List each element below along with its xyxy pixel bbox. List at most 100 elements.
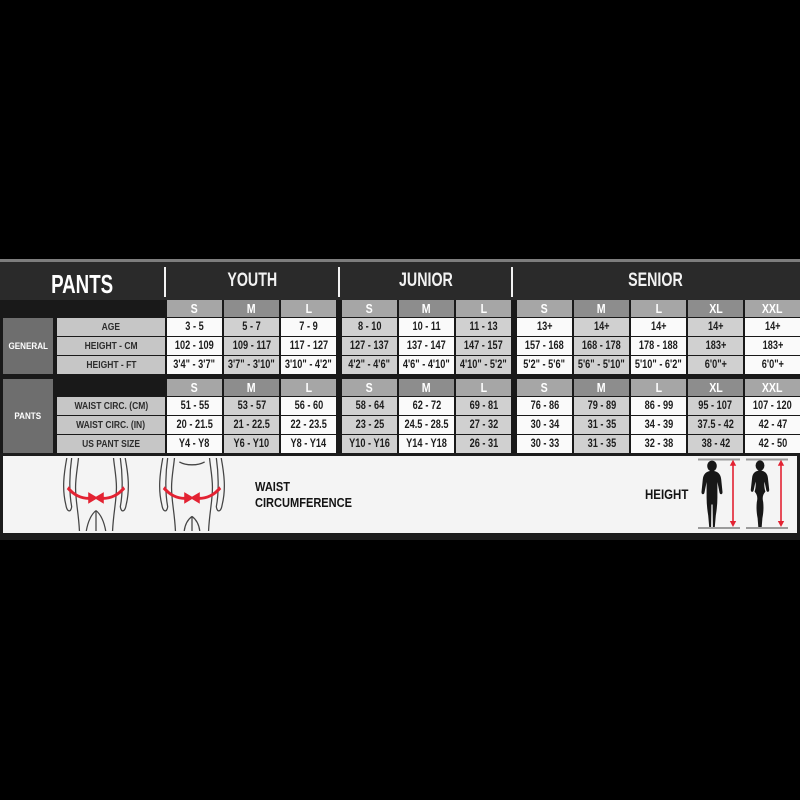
size-header-row: S M L S M L S M L XL XXL: [0, 300, 800, 317]
spacer: [338, 397, 340, 415]
spacer: [513, 435, 515, 453]
table-cell: 69 - 81: [456, 397, 511, 415]
table-cell: 6'0"+: [688, 356, 743, 374]
waist-figure-back-icon: [63, 458, 129, 531]
table-cell: 79 - 89: [574, 397, 629, 415]
table-cell: 8 - 10: [342, 318, 397, 336]
row-label: WAIST CIRC. (IN): [57, 416, 165, 434]
table-cell: 23 - 25: [342, 416, 397, 434]
size-header: M: [224, 300, 279, 317]
size-header: L: [281, 300, 336, 317]
group-divider: [511, 267, 513, 297]
size-header: S: [517, 300, 572, 317]
table-cell: 109 - 117: [224, 337, 279, 355]
table-cell: 37.5 - 42: [688, 416, 743, 434]
size-header-row: S M L S M L S M L XL XXL: [0, 379, 800, 396]
size-header: M: [399, 300, 454, 317]
table-cell: 6'0"+: [745, 356, 800, 374]
table-row-waist-in: WAIST CIRC. (IN) 20 - 21.5 21 - 22.5 22 …: [0, 416, 800, 434]
size-header: XL: [688, 379, 743, 396]
table-cell: 3'7" - 3'10": [224, 356, 279, 374]
size-header: XXL: [745, 379, 800, 396]
table-row-height-ft: HEIGHT - FT 3'4" - 3'7" 3'7" - 3'10" 3'1…: [0, 356, 800, 374]
table-row-height-cm: HEIGHT - CM 102 - 109 109 - 117 117 - 12…: [0, 337, 800, 355]
row-label: HEIGHT - FT: [57, 356, 165, 374]
chart-title-text: PANTS: [51, 268, 114, 299]
table-cell: 13+: [517, 318, 572, 336]
spacer: [513, 356, 515, 374]
row-label: US PANT SIZE: [57, 435, 165, 453]
table-cell: 4'10" - 5'2": [456, 356, 511, 374]
spacer: [338, 337, 340, 355]
spacer: [513, 397, 515, 415]
waist-arrow-icon: [66, 486, 126, 504]
size-header: S: [167, 379, 222, 396]
table-cell: 178 - 188: [631, 337, 686, 355]
measurement-guide-band: WAIST CIRCUMFERENCE HEIGHT: [3, 456, 797, 533]
spacer: [338, 416, 340, 434]
table-cell: 34 - 39: [631, 416, 686, 434]
size-header: S: [167, 300, 222, 317]
table-cell: 183+: [745, 337, 800, 355]
spacer: [338, 318, 340, 336]
table-cell: 62 - 72: [399, 397, 454, 415]
table-cell: 58 - 64: [342, 397, 397, 415]
table-cell: 4'6" - 4'10": [399, 356, 454, 374]
table-row-age: AGE 3 - 5 5 - 7 7 - 9 8 - 10 10 - 11 11 …: [0, 318, 800, 336]
group-header-junior: JUNIOR: [398, 270, 453, 291]
section-label-general: GENERAL: [3, 318, 53, 374]
row-label: WAIST CIRC. (CM): [57, 397, 165, 415]
size-header: XXL: [745, 300, 800, 317]
table-cell: 24.5 - 28.5: [399, 416, 454, 434]
size-header: L: [456, 300, 511, 317]
waist-figure-front-icon: [159, 458, 225, 531]
table-cell: 31 - 35: [574, 416, 629, 434]
table-cell: 3 - 5: [167, 318, 222, 336]
table-cell: 5'2" - 5'6": [517, 356, 572, 374]
row-label: AGE: [57, 318, 165, 336]
table-cell: Y14 - Y18: [399, 435, 454, 453]
group-header-youth: YOUTH: [227, 270, 277, 291]
table-cell: 147 - 157: [456, 337, 511, 355]
header-band: PANTS YOUTH JUNIOR SENIOR: [0, 262, 800, 300]
table-row-waist-cm: WAIST CIRC. (CM) 51 - 55 53 - 57 56 - 60…: [0, 397, 800, 415]
spacer: [513, 379, 515, 396]
table-cell: 3'4" - 3'7": [167, 356, 222, 374]
size-header: L: [631, 379, 686, 396]
size-header: S: [517, 379, 572, 396]
table-cell: 102 - 109: [167, 337, 222, 355]
table-cell: 27 - 32: [456, 416, 511, 434]
size-chart: PANTS YOUTH JUNIOR SENIOR S M L S M L S …: [0, 259, 800, 540]
table-cell: Y6 - Y10: [224, 435, 279, 453]
height-label: HEIGHT: [645, 487, 689, 502]
table-cell: 7 - 9: [281, 318, 336, 336]
table-cell: Y8 - Y14: [281, 435, 336, 453]
table-cell: 14+: [631, 318, 686, 336]
table-cell: 5'10" - 6'2": [631, 356, 686, 374]
table-cell: 11 - 13: [456, 318, 511, 336]
spacer: [338, 379, 340, 396]
spacer: [513, 300, 515, 317]
male-silhouette-icon: [698, 458, 740, 529]
table-grid: S M L S M L S M L XL XXL AGE 3 - 5 5 - 7…: [0, 300, 800, 453]
table-cell: 10 - 11: [399, 318, 454, 336]
table-cell: 31 - 35: [574, 435, 629, 453]
table-cell: 51 - 55: [167, 397, 222, 415]
spacer: [338, 356, 340, 374]
table-cell: 95 - 107: [688, 397, 743, 415]
group-header-senior: SENIOR: [628, 270, 683, 291]
table-cell: 76 - 86: [517, 397, 572, 415]
spacer: [513, 416, 515, 434]
row-label: HEIGHT - CM: [57, 337, 165, 355]
table-cell: 107 - 120: [745, 397, 800, 415]
size-header: M: [574, 379, 629, 396]
waist-circumference-label: WAIST CIRCUMFERENCE: [255, 478, 353, 510]
table-cell: 26 - 31: [456, 435, 511, 453]
table-cell: 38 - 42: [688, 435, 743, 453]
group-divider: [164, 267, 166, 297]
table-cell: 157 - 168: [517, 337, 572, 355]
table-cell: 56 - 60: [281, 397, 336, 415]
top-divider: [0, 259, 800, 262]
table-row-us-pant-size: US PANT SIZE Y4 - Y8 Y6 - Y10 Y8 - Y14 Y…: [0, 435, 800, 453]
